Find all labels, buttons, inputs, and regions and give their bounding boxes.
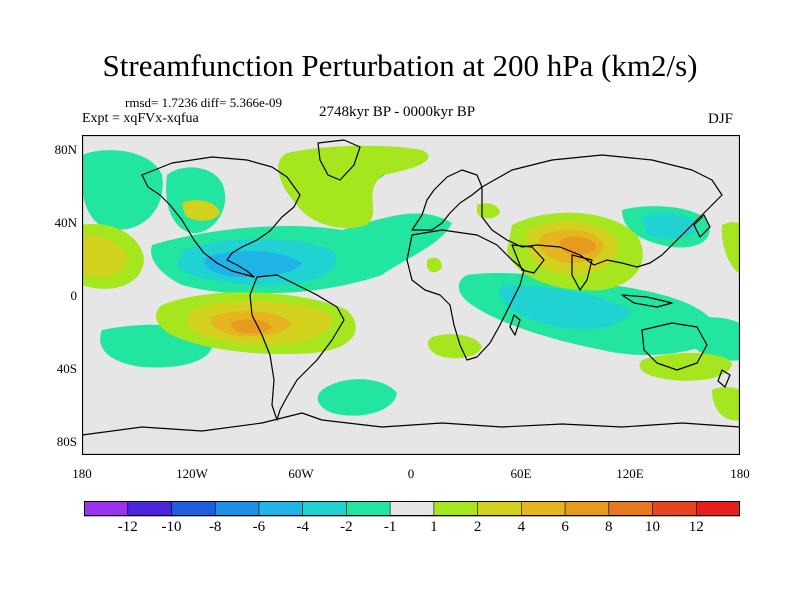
colorbar-swatch: [302, 501, 348, 517]
lon-label: 120E: [616, 466, 644, 481]
coastline-japan: [693, 214, 711, 238]
coastline-south-america: [249, 274, 345, 421]
lat-label: 80S: [56, 434, 77, 449]
colorbar-swatch: [258, 501, 304, 517]
colorbar-swatch: [695, 501, 740, 517]
coastline-india: [571, 254, 593, 291]
colorbar-swatch: [521, 501, 566, 517]
colorbar-label: -6: [252, 519, 266, 535]
colorbar-swatch: [433, 501, 479, 517]
lat-label: 40N: [54, 215, 77, 230]
anomaly-pos2-region: [182, 200, 220, 221]
period-label: 2748kyr BP - 0000kyr BP: [319, 104, 476, 120]
anomaly-pos1-region: [712, 387, 740, 421]
colorbar-swatch: [389, 501, 435, 517]
colorbar-label: 1: [430, 519, 438, 535]
lon-label: 120W: [176, 466, 208, 481]
coastline-arabia: [511, 244, 545, 274]
colorbar-label: 10: [645, 519, 661, 535]
anomaly-neg2-region: [499, 285, 632, 330]
stats-text: rmsd= 1.7236 diff= 5.366e-09: [125, 95, 283, 110]
coastline-australia: [641, 322, 708, 371]
coastline-africa: [406, 229, 525, 361]
anomaly-pos1-region: [477, 203, 500, 219]
colorbar-label: -1: [383, 519, 397, 535]
colorbar-swatch: [652, 501, 698, 517]
lon-label: 60E: [510, 466, 532, 481]
anomaly-neg1-region: [687, 317, 740, 361]
colorbar-label: 2: [473, 519, 482, 535]
colorbar-label: 8: [605, 519, 613, 535]
colorbar-swatch: [84, 501, 129, 517]
colorbar-swatch: [214, 501, 260, 517]
anomaly-pos1-region: [278, 145, 429, 229]
colorbar-label: -12: [117, 519, 138, 535]
colorbar-swatch: [127, 501, 173, 517]
lat-label: 40S: [56, 361, 77, 376]
anomaly-neg1-region: [317, 379, 397, 416]
anomaly-pos1-region: [427, 257, 442, 273]
colorbar-label: -2: [340, 519, 353, 535]
coastline-madagascar: [509, 314, 521, 336]
streamfunction-map: [82, 135, 740, 455]
map-frame: [82, 135, 740, 455]
colorbar-swatch: [608, 501, 654, 517]
lon-label: 60W: [288, 466, 314, 481]
colorbar-label: -8: [208, 519, 222, 535]
anomaly-pos1-region: [721, 222, 740, 274]
coastline-europe: [411, 169, 483, 231]
coastline-indonesia: [621, 294, 673, 308]
colorbar-label: -4: [296, 519, 309, 535]
colorbar-swatch: [477, 501, 523, 517]
anomaly-neg2-region: [642, 212, 697, 239]
colorbar-label: 6: [561, 519, 569, 535]
anomaly-pos6-region: [230, 319, 272, 334]
lat-label: 0: [70, 288, 78, 303]
colorbar-swatch: [346, 501, 391, 517]
colorbar-swatch: [171, 501, 217, 517]
season-label: DJF: [708, 111, 734, 127]
anomaly-neg1-region: [82, 150, 163, 230]
coastline-antarctica: [82, 412, 740, 436]
coastlines: [82, 139, 740, 436]
colorbar-label: 12: [688, 519, 704, 535]
colorbar: [84, 501, 740, 517]
experiment-label: Expt = xqFVx-xqfua: [82, 111, 199, 126]
anomaly-pos1-region: [427, 334, 482, 359]
colorbar-label: -10: [161, 519, 182, 535]
coastline-new-zealand: [717, 369, 731, 388]
coastline-north-america: [141, 156, 301, 278]
colorbar-swatch: [564, 501, 610, 517]
lon-label: 180: [72, 466, 92, 481]
map-title: Streamfunction Perturbation at 200 hPa (…: [102, 48, 698, 83]
lon-label: 0: [407, 466, 415, 481]
colorbar-label: 4: [517, 519, 526, 535]
anomaly-pos2-region: [82, 234, 127, 277]
lon-label: 180: [730, 466, 750, 481]
coastline-greenland: [317, 139, 361, 181]
coastline-asia: [481, 154, 723, 268]
lat-label: 80N: [54, 142, 77, 157]
